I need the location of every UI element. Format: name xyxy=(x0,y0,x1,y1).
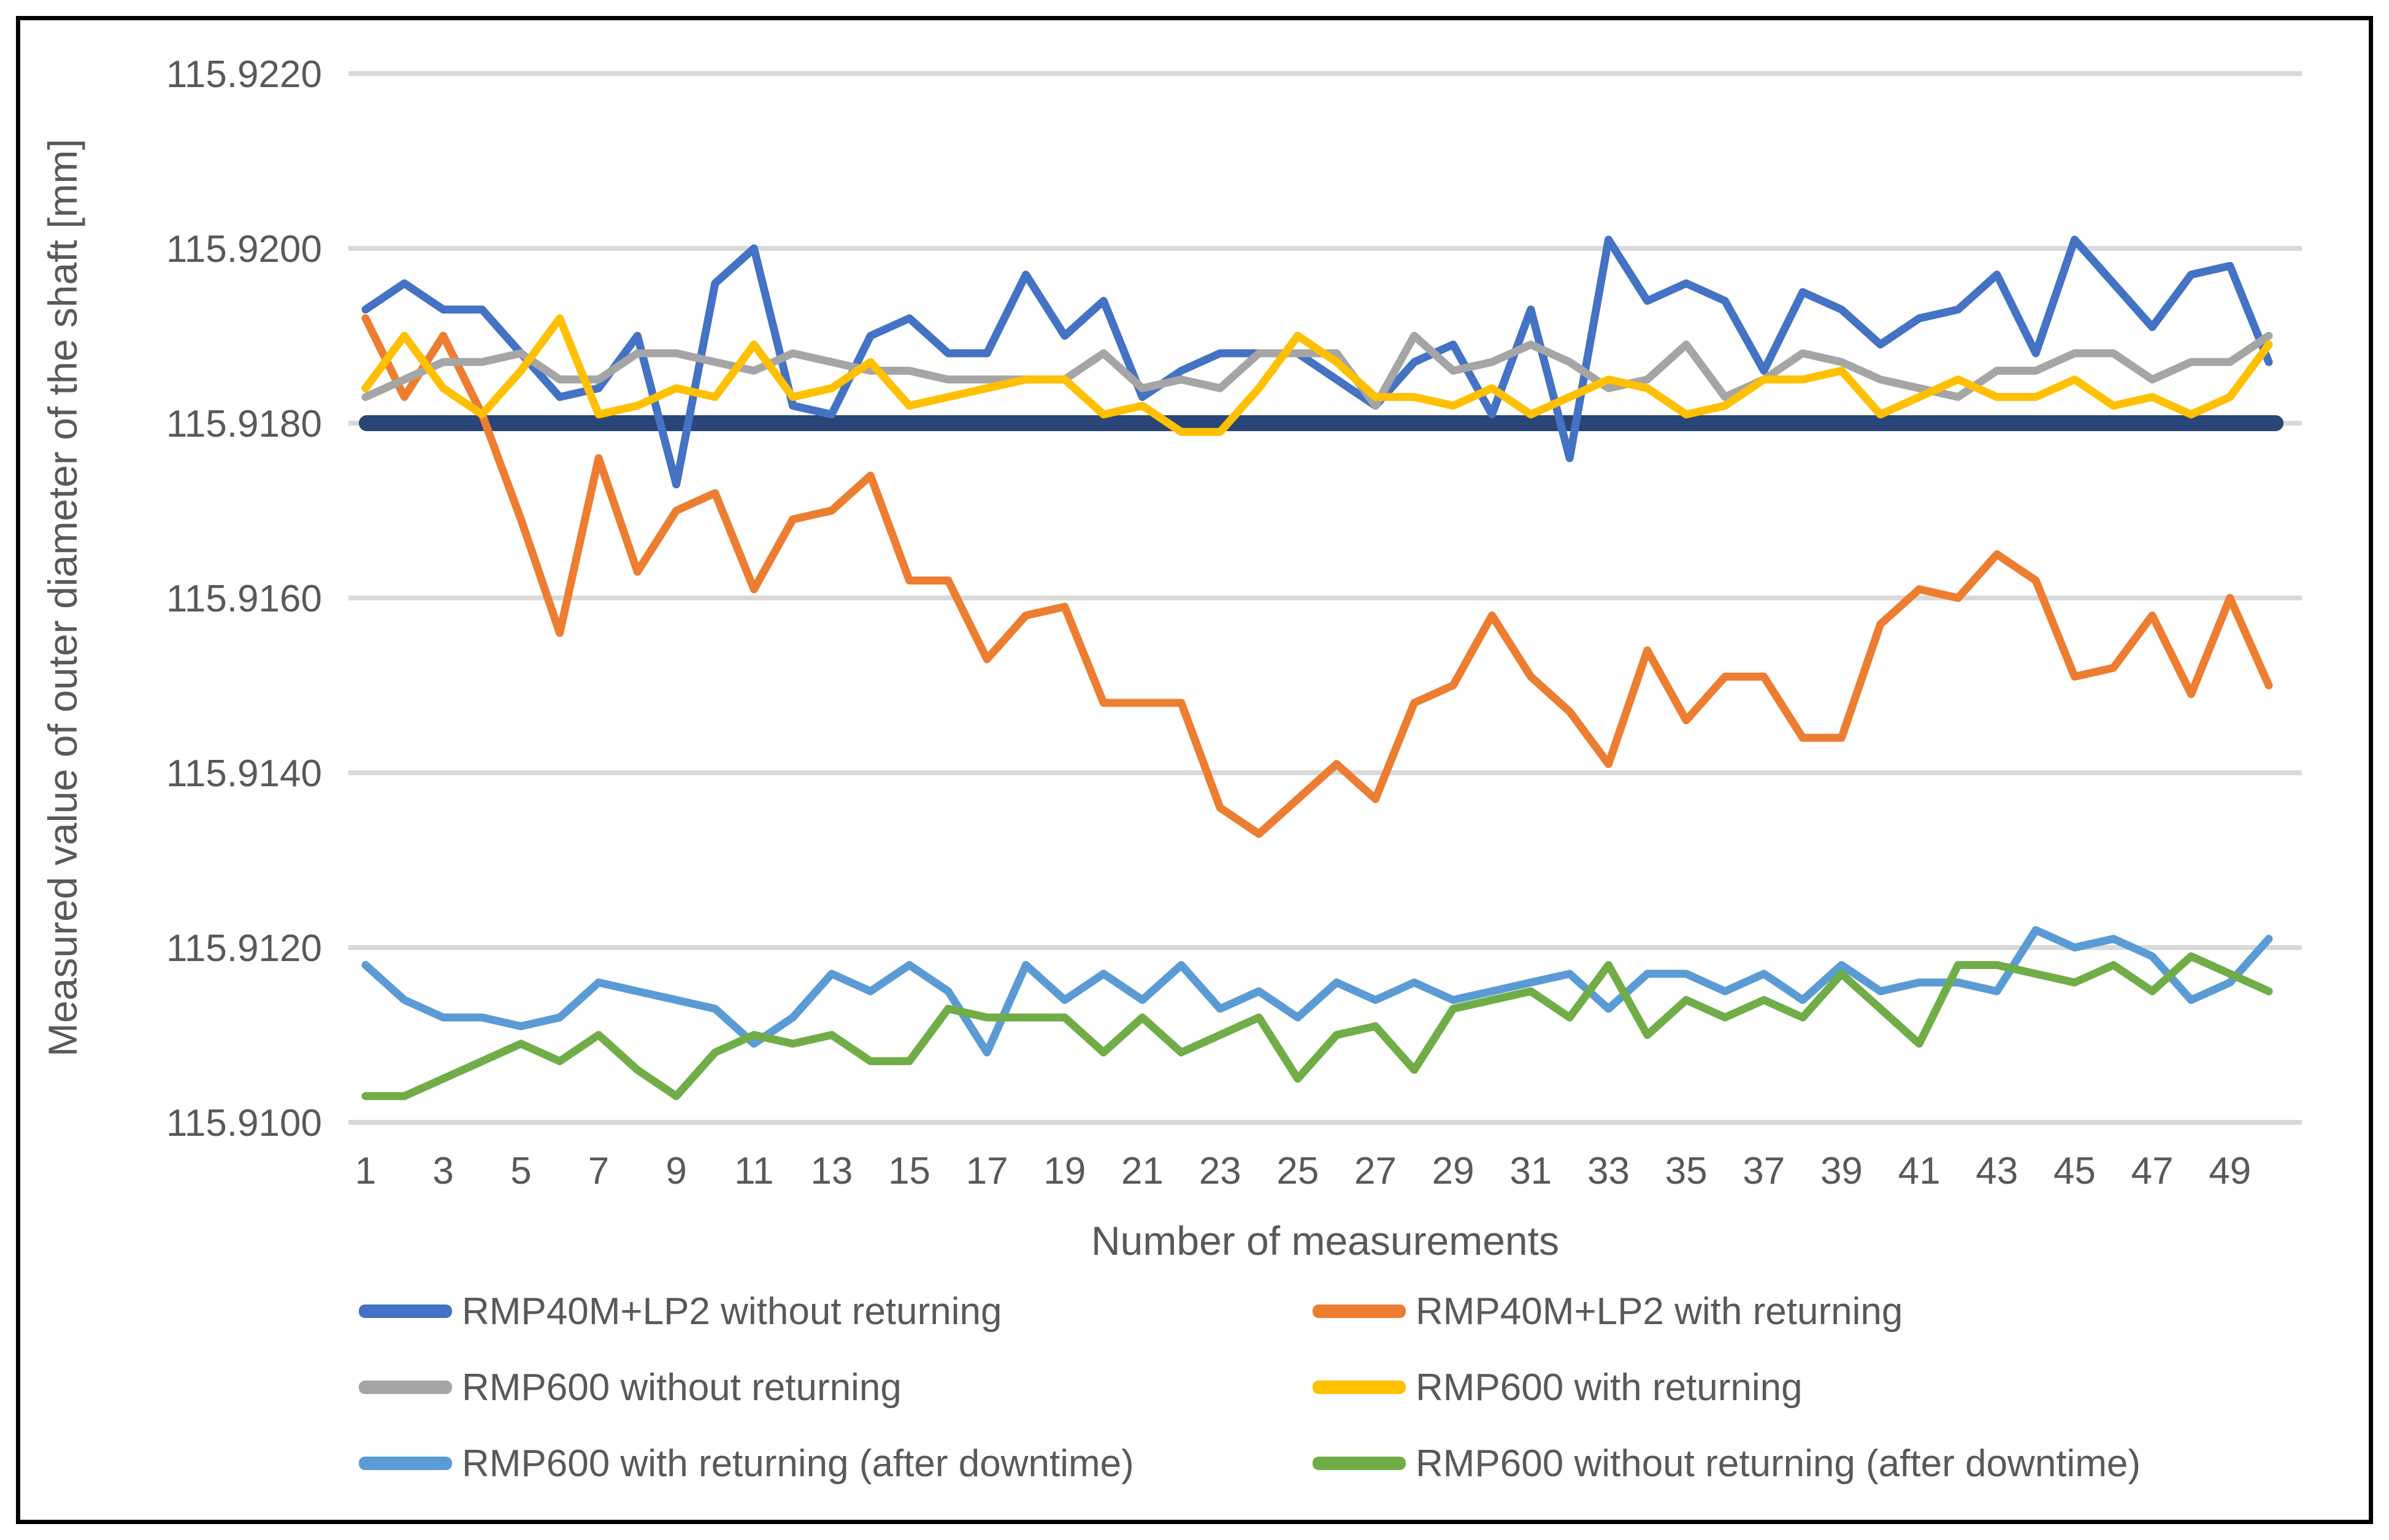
y-tick-label: 115.9180 xyxy=(166,403,322,445)
y-tick-label: 115.9160 xyxy=(166,578,322,620)
x-tick-label: 43 xyxy=(1976,1150,2018,1192)
x-tick-label: 29 xyxy=(1432,1150,1474,1192)
x-tick-label: 9 xyxy=(665,1150,686,1192)
x-tick-label: 25 xyxy=(1276,1150,1319,1192)
x-tick-label: 49 xyxy=(2209,1150,2251,1192)
x-tick-label: 15 xyxy=(888,1150,930,1192)
x-tick-label: 7 xyxy=(588,1150,609,1192)
x-tick-label: 5 xyxy=(510,1150,531,1192)
x-tick-label: 37 xyxy=(1743,1150,1785,1192)
x-tick-label: 35 xyxy=(1665,1150,1708,1192)
x-tick-label: 13 xyxy=(810,1150,853,1192)
x-tick-label: 41 xyxy=(1898,1150,1941,1192)
y-tick-label: 115.9200 xyxy=(166,228,322,270)
x-tick-label: 47 xyxy=(2131,1150,2174,1192)
y-tick-label: 115.9100 xyxy=(166,1102,322,1144)
x-axis-title: Number of measurements xyxy=(1091,1218,1559,1263)
x-tick-label: 31 xyxy=(1509,1150,1552,1192)
x-tick-label: 39 xyxy=(1820,1150,1863,1192)
y-axis-title: Measured value of outer diameter of the … xyxy=(40,139,85,1057)
x-tick-label: 17 xyxy=(966,1150,1008,1192)
x-tick-label: 3 xyxy=(432,1150,453,1192)
series-line-rmp600-with-returning xyxy=(361,314,2273,436)
series-line-rmp40m-lp2-without-returning xyxy=(361,236,2273,489)
chart-outer-border xyxy=(16,16,2373,1524)
x-tick-label: 1 xyxy=(355,1150,376,1192)
y-tick-label: 115.9120 xyxy=(166,927,322,970)
y-tick-label: 115.9140 xyxy=(166,753,322,795)
x-tick-label: 45 xyxy=(2053,1150,2096,1192)
x-tick-label: 19 xyxy=(1043,1150,1086,1192)
x-tick-label: 21 xyxy=(1121,1150,1164,1192)
x-tick-label: 11 xyxy=(734,1150,773,1192)
x-tick-label: 33 xyxy=(1587,1150,1630,1192)
series-line-rmp600-without-returning-after-downtime- xyxy=(361,952,2273,1100)
x-tick-label: 27 xyxy=(1354,1150,1397,1192)
series-line-rmp40m-lp2-with-returning xyxy=(361,314,2273,838)
y-tick-label: 115.9220 xyxy=(166,53,322,96)
x-tick-label: 23 xyxy=(1199,1150,1241,1192)
